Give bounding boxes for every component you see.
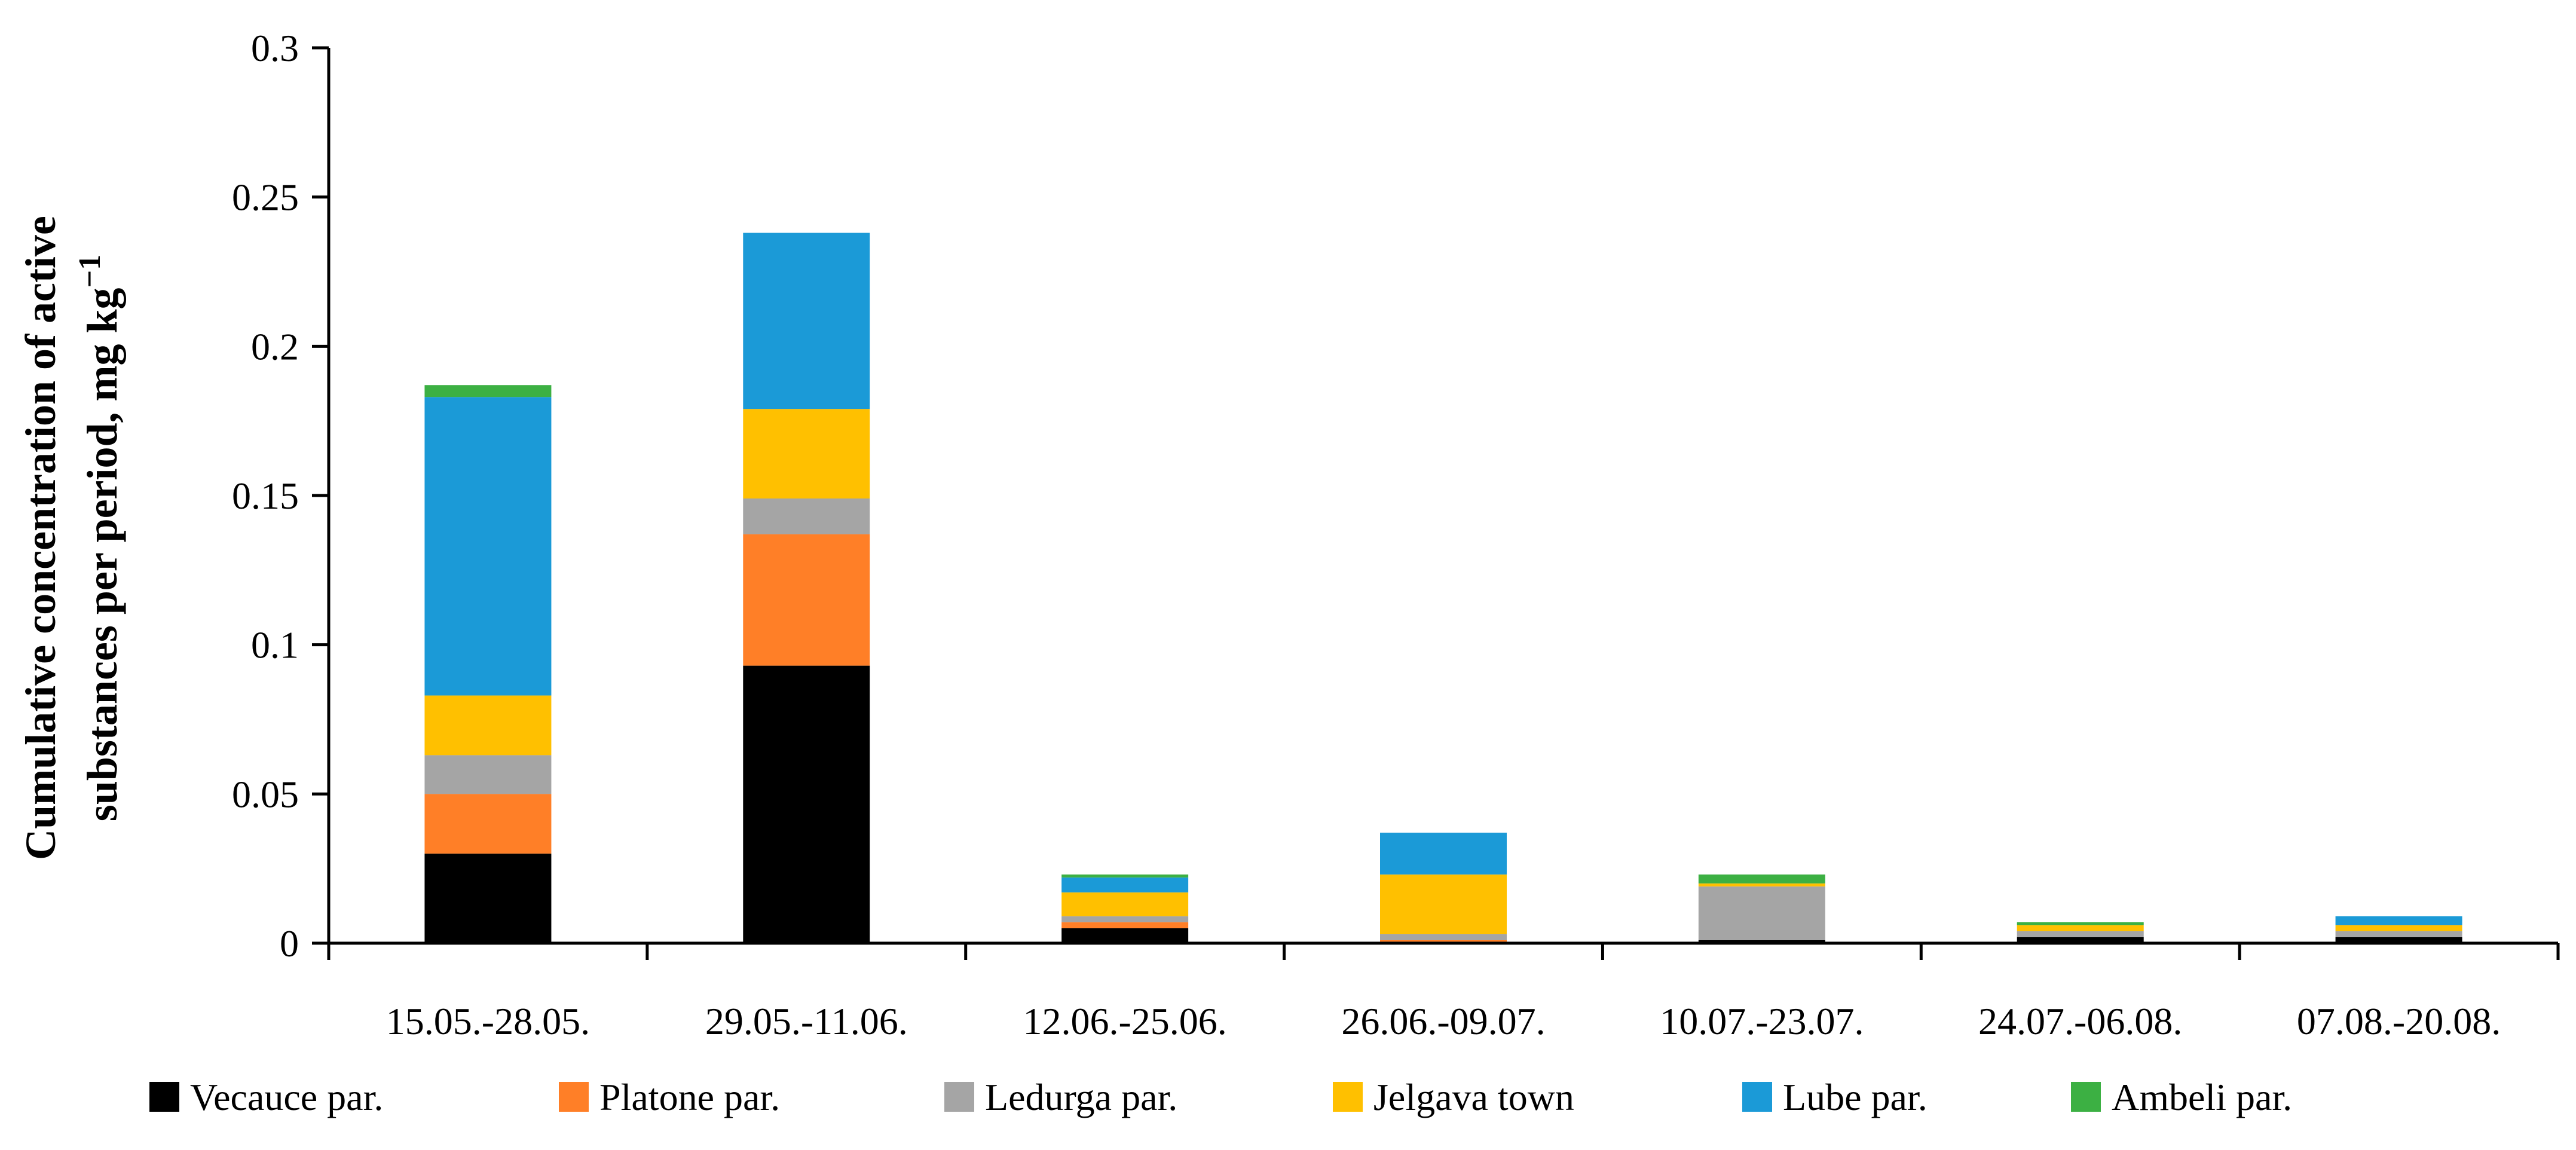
- legend-swatch: [1742, 1082, 1772, 1112]
- bar-segment: [743, 409, 870, 498]
- bar-segment: [424, 385, 552, 397]
- bar-segment: [1061, 874, 1189, 878]
- y-axis-title-superscript: −1: [73, 255, 107, 288]
- bar-segment: [1698, 874, 1825, 884]
- legend-label: Ledurga par.: [985, 1076, 1177, 1118]
- y-tick-label: 0.3: [251, 27, 299, 69]
- bar-segment: [2017, 925, 2144, 932]
- bar-segment: [1061, 877, 1189, 893]
- category-labels: 15.05.-28.05. 29.05.-11.06. 12.06.-25.06. 2…: [386, 1000, 2501, 1042]
- bar-segment: [1698, 886, 1825, 941]
- bar-segment: [424, 794, 552, 854]
- bar-segment: [2017, 937, 2144, 943]
- y-tick-label: 0.05: [232, 773, 299, 815]
- legend-label: Platone par.: [599, 1076, 780, 1118]
- bar-segment: [1061, 928, 1189, 943]
- bar-segment: [743, 233, 870, 409]
- y-tick-label: 0: [280, 922, 299, 965]
- y-tick-label: 0.1: [251, 624, 299, 666]
- bar-segment: [2335, 916, 2462, 926]
- legend-label: Ambeli par.: [2112, 1076, 2292, 1118]
- y-axis-title-line2: substances per period, mg kg: [78, 288, 126, 821]
- bar-segment: [2335, 925, 2462, 932]
- bar-segment: [2017, 931, 2144, 938]
- bar-segment: [1380, 934, 1507, 941]
- bar-segment: [1061, 892, 1189, 917]
- svg-text:Cumulative concentration of ac: Cumulative concentration of active: [17, 216, 65, 860]
- bar-segment: [1698, 883, 1825, 887]
- bar-segment: [1380, 833, 1507, 875]
- x-category-label: 07.08.-20.08.: [2297, 1000, 2501, 1042]
- x-category-label: 29.05.-11.06.: [705, 1000, 908, 1042]
- bar-segment: [424, 854, 552, 943]
- y-axis-ticks: 0 0.05 0.1 0.15 0.2 0.25 0.3: [232, 27, 329, 965]
- legend-swatch: [149, 1082, 179, 1112]
- y-axis-title-line1: Cumulative concentration of active: [17, 216, 65, 860]
- svg-text:substances per period, mg kg−1: substances per period, mg kg−1: [73, 255, 126, 821]
- legend-swatch: [2071, 1082, 2101, 1112]
- bar-segment: [424, 397, 552, 696]
- y-axis-title: Cumulative concentration of active subst…: [17, 216, 126, 860]
- bar-segment: [1061, 916, 1189, 923]
- bar-segment: [2335, 931, 2462, 938]
- bar-segment: [2017, 922, 2144, 926]
- bar-segment: [2335, 937, 2462, 943]
- bars-layer: [424, 233, 2462, 943]
- bar-segment: [743, 498, 870, 534]
- x-axis-ticks: [327, 943, 2560, 960]
- legend-swatch: [944, 1082, 974, 1112]
- bar-segment: [424, 755, 552, 794]
- legend: Vecauce par. Platone par. Ledurga par. Jelg…: [149, 1076, 2292, 1118]
- bar-segment: [743, 534, 870, 666]
- legend-label: Vecauce par.: [190, 1076, 383, 1118]
- bar-segment: [424, 695, 552, 756]
- bar-segment: [743, 665, 870, 943]
- bar-segment: [1061, 922, 1189, 929]
- legend-label: Lube par.: [1783, 1076, 1928, 1118]
- y-tick-label: 0.2: [251, 325, 299, 368]
- y-tick-label: 0.25: [232, 176, 299, 219]
- x-category-label: 24.07.-06.08.: [1978, 1000, 2182, 1042]
- x-category-label: 26.06.-09.07.: [1341, 1000, 1545, 1042]
- legend-swatch: [559, 1082, 589, 1112]
- x-category-label: 15.05.-28.05.: [386, 1000, 590, 1042]
- y-tick-label: 0.15: [232, 475, 299, 517]
- x-category-label: 12.06.-25.06.: [1023, 1000, 1226, 1042]
- legend-label: Jelgava town: [1373, 1076, 1574, 1118]
- bar-segment: [1380, 874, 1507, 935]
- x-category-label: 10.07.-23.07.: [1660, 1000, 1864, 1042]
- legend-swatch: [1333, 1082, 1363, 1112]
